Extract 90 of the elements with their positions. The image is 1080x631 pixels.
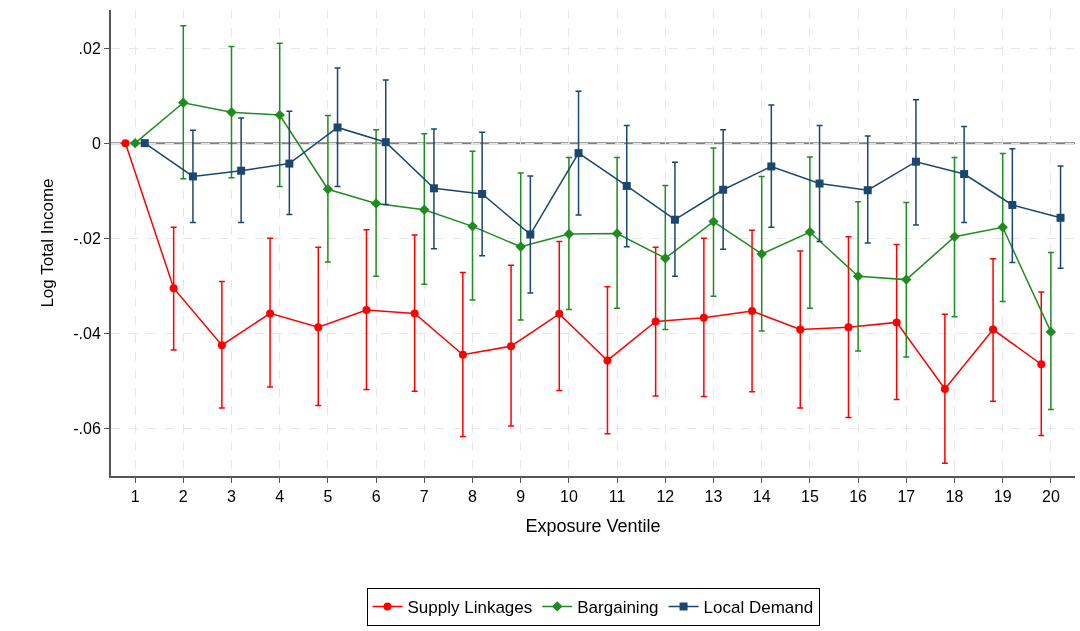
y-tick-label: -.02 — [73, 229, 101, 247]
point — [188, 172, 197, 181]
point — [121, 139, 130, 148]
point — [660, 253, 671, 264]
point — [285, 159, 294, 168]
point — [1037, 360, 1046, 369]
x-tick-label: 15 — [801, 488, 819, 506]
x-tick-label: 6 — [371, 488, 381, 506]
point — [1008, 200, 1017, 209]
point — [997, 222, 1008, 233]
point — [748, 307, 757, 315]
y-tick-label: -.06 — [73, 420, 101, 438]
point — [410, 309, 419, 318]
point — [515, 241, 526, 252]
x-tick-label: 4 — [275, 488, 285, 506]
x-tick-label: 14 — [752, 488, 771, 506]
point — [863, 186, 872, 195]
point — [719, 185, 728, 194]
point — [217, 341, 226, 350]
x-tick-label: 2 — [178, 488, 188, 506]
x-tick-label: 3 — [227, 488, 237, 506]
point — [333, 123, 342, 132]
point — [574, 149, 583, 158]
point — [756, 248, 767, 260]
x-tick-label: 1 — [130, 488, 140, 506]
point — [274, 109, 285, 121]
x-tick-label: 12 — [656, 488, 675, 506]
point — [611, 228, 623, 239]
x-tick-label: 20 — [1042, 488, 1060, 506]
y-tick-label: .02 — [78, 39, 101, 57]
x-tick-label: 17 — [897, 488, 916, 506]
legend-label: Supply Linkages — [407, 598, 533, 618]
point — [911, 157, 920, 166]
point — [603, 356, 612, 365]
point — [940, 384, 949, 393]
point — [892, 318, 901, 327]
x-tick-label: 10 — [560, 488, 578, 506]
point — [622, 181, 631, 190]
point — [699, 313, 708, 322]
point — [651, 317, 660, 326]
point — [226, 107, 237, 118]
x-tick-label: 9 — [516, 488, 526, 506]
point — [708, 216, 719, 227]
point — [989, 325, 998, 334]
x-tick-label: 16 — [849, 488, 868, 506]
point — [670, 215, 679, 224]
point — [949, 231, 960, 243]
y-axis-title: Log Total Income — [38, 178, 58, 308]
point — [815, 179, 824, 188]
point — [844, 323, 853, 332]
legend-label: Local Demand — [703, 598, 814, 618]
point — [458, 350, 467, 359]
point — [419, 204, 430, 215]
point — [140, 139, 149, 148]
point — [266, 309, 275, 318]
point — [507, 342, 516, 351]
point — [370, 198, 382, 209]
point — [767, 162, 776, 171]
point — [555, 309, 564, 318]
point — [1045, 326, 1057, 338]
x-tick-label: 8 — [468, 488, 478, 506]
point — [901, 274, 912, 285]
point — [796, 325, 805, 334]
x-axis-title: Exposure Ventile — [525, 515, 661, 536]
point — [478, 190, 487, 199]
x-tick-label: 19 — [993, 488, 1012, 506]
point — [237, 166, 246, 175]
point — [563, 228, 575, 240]
x-tick-label: 13 — [704, 488, 723, 506]
x-tick-label: 18 — [945, 488, 964, 506]
x-tick-label: 11 — [608, 488, 626, 506]
point — [178, 97, 189, 108]
point — [804, 226, 816, 238]
point — [852, 271, 864, 282]
legend-label: Bargaining — [577, 598, 659, 618]
point — [467, 221, 478, 232]
y-tick-label: -.04 — [73, 324, 101, 342]
point — [362, 306, 371, 315]
x-tick-label: 7 — [419, 488, 429, 506]
x-tick-label: 5 — [323, 488, 333, 506]
point — [960, 170, 969, 179]
point — [314, 323, 323, 332]
point — [1056, 213, 1065, 222]
y-tick-label: 0 — [91, 134, 101, 152]
point — [429, 184, 438, 193]
point — [169, 284, 178, 293]
point — [381, 138, 390, 147]
point — [129, 137, 141, 149]
point — [526, 230, 535, 239]
point — [322, 184, 334, 195]
